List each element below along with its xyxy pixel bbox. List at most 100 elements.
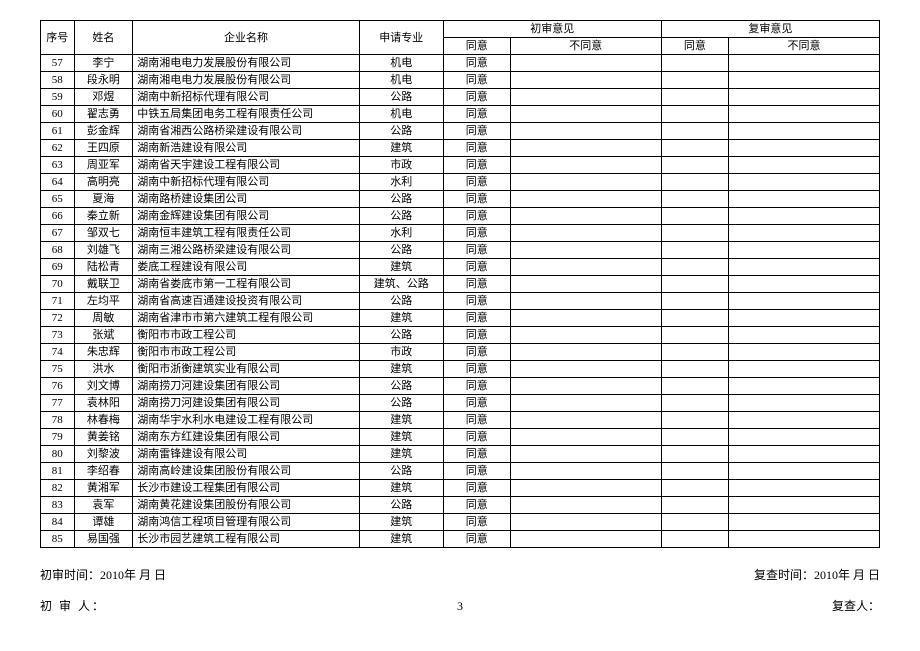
cell-corp: 湖南鸿信工程项目管理有限公司 — [133, 514, 360, 531]
header-first-agree: 同意 — [443, 38, 510, 55]
cell-first-agree: 同意 — [443, 106, 510, 123]
cell-name: 袁军 — [74, 497, 133, 514]
cell-seq: 82 — [41, 480, 75, 497]
cell-spec: 建筑 — [359, 361, 443, 378]
cell-re-agree — [661, 395, 728, 412]
cell-name: 彭金辉 — [74, 123, 133, 140]
cell-corp: 湖南新浩建设有限公司 — [133, 140, 360, 157]
cell-first-agree: 同意 — [443, 378, 510, 395]
cell-name: 谭雄 — [74, 514, 133, 531]
cell-re-disagree — [728, 293, 879, 310]
cell-spec: 机电 — [359, 72, 443, 89]
cell-first-agree: 同意 — [443, 412, 510, 429]
cell-spec: 建筑 — [359, 140, 443, 157]
cell-seq: 76 — [41, 378, 75, 395]
cell-re-disagree — [728, 157, 879, 174]
cell-seq: 77 — [41, 395, 75, 412]
table-row: 61彭金辉湖南省湘西公路桥梁建设有限公司公路同意 — [41, 123, 880, 140]
cell-first-agree: 同意 — [443, 123, 510, 140]
cell-first-disagree — [510, 208, 661, 225]
cell-re-agree — [661, 531, 728, 548]
cell-corp: 湖南华宇水利水电建设工程有限公司 — [133, 412, 360, 429]
cell-first-disagree — [510, 310, 661, 327]
cell-seq: 59 — [41, 89, 75, 106]
cell-spec: 公路 — [359, 463, 443, 480]
cell-name: 李宁 — [74, 55, 133, 72]
cell-first-disagree — [510, 225, 661, 242]
cell-re-disagree — [728, 106, 879, 123]
cell-first-agree: 同意 — [443, 72, 510, 89]
cell-seq: 57 — [41, 55, 75, 72]
cell-corp: 湖南湘电电力发展股份有限公司 — [133, 72, 360, 89]
cell-corp: 衡阳市浙衡建筑实业有限公司 — [133, 361, 360, 378]
cell-seq: 81 — [41, 463, 75, 480]
cell-re-disagree — [728, 191, 879, 208]
cell-first-disagree — [510, 293, 661, 310]
cell-name: 黄湘军 — [74, 480, 133, 497]
cell-corp: 湖南高岭建设集团股份有限公司 — [133, 463, 360, 480]
cell-spec: 公路 — [359, 497, 443, 514]
cell-seq: 71 — [41, 293, 75, 310]
cell-re-agree — [661, 140, 728, 157]
cell-re-disagree — [728, 446, 879, 463]
cell-corp: 娄底工程建设有限公司 — [133, 259, 360, 276]
cell-re-disagree — [728, 531, 879, 548]
cell-re-agree — [661, 463, 728, 480]
footer-row-1: 初审时间：2010年 月 日 复查时间：2010年 月 日 — [40, 566, 880, 583]
cell-seq: 75 — [41, 361, 75, 378]
cell-corp: 湖南湘电电力发展股份有限公司 — [133, 55, 360, 72]
cell-re-disagree — [728, 327, 879, 344]
cell-re-agree — [661, 208, 728, 225]
cell-first-agree: 同意 — [443, 514, 510, 531]
cell-first-agree: 同意 — [443, 225, 510, 242]
cell-spec: 建筑 — [359, 531, 443, 548]
table-row: 78林春梅湖南华宇水利水电建设工程有限公司建筑同意 — [41, 412, 880, 429]
cell-corp: 湖南路桥建设集团公司 — [133, 191, 360, 208]
cell-seq: 84 — [41, 514, 75, 531]
cell-re-disagree — [728, 55, 879, 72]
cell-corp: 湖南中新招标代理有限公司 — [133, 89, 360, 106]
cell-corp: 衡阳市市政工程公司 — [133, 344, 360, 361]
cell-corp: 长沙市建设工程集团有限公司 — [133, 480, 360, 497]
cell-name: 陆松青 — [74, 259, 133, 276]
cell-corp: 湖南金辉建设集团有限公司 — [133, 208, 360, 225]
cell-re-agree — [661, 446, 728, 463]
cell-spec: 公路 — [359, 378, 443, 395]
cell-re-disagree — [728, 276, 879, 293]
header-first-disagree: 不同意 — [510, 38, 661, 55]
cell-first-agree: 同意 — [443, 55, 510, 72]
cell-name: 李绍春 — [74, 463, 133, 480]
cell-spec: 水利 — [359, 174, 443, 191]
cell-seq: 58 — [41, 72, 75, 89]
cell-first-agree: 同意 — [443, 395, 510, 412]
cell-name: 左均平 — [74, 293, 133, 310]
cell-re-disagree — [728, 361, 879, 378]
cell-first-disagree — [510, 497, 661, 514]
header-seq: 序号 — [41, 21, 75, 55]
cell-seq: 80 — [41, 446, 75, 463]
cell-name: 林春梅 — [74, 412, 133, 429]
cell-re-agree — [661, 412, 728, 429]
cell-name: 刘黎波 — [74, 446, 133, 463]
cell-name: 夏海 — [74, 191, 133, 208]
table-row: 84谭雄湖南鸿信工程项目管理有限公司建筑同意 — [41, 514, 880, 531]
cell-first-agree: 同意 — [443, 327, 510, 344]
cell-re-agree — [661, 310, 728, 327]
cell-first-agree: 同意 — [443, 310, 510, 327]
cell-first-agree: 同意 — [443, 89, 510, 106]
header-re-agree: 同意 — [661, 38, 728, 55]
cell-first-agree: 同意 — [443, 174, 510, 191]
cell-seq: 73 — [41, 327, 75, 344]
cell-re-disagree — [728, 344, 879, 361]
cell-spec: 公路 — [359, 123, 443, 140]
cell-corp: 湖南省津市市第六建筑工程有限公司 — [133, 310, 360, 327]
cell-re-agree — [661, 361, 728, 378]
cell-first-disagree — [510, 259, 661, 276]
cell-first-disagree — [510, 378, 661, 395]
cell-re-disagree — [728, 259, 879, 276]
cell-seq: 62 — [41, 140, 75, 157]
cell-re-disagree — [728, 497, 879, 514]
table-row: 83袁军湖南黄花建设集团股份有限公司公路同意 — [41, 497, 880, 514]
header-name: 姓名 — [74, 21, 133, 55]
cell-corp: 湖南捞刀河建设集团有限公司 — [133, 395, 360, 412]
